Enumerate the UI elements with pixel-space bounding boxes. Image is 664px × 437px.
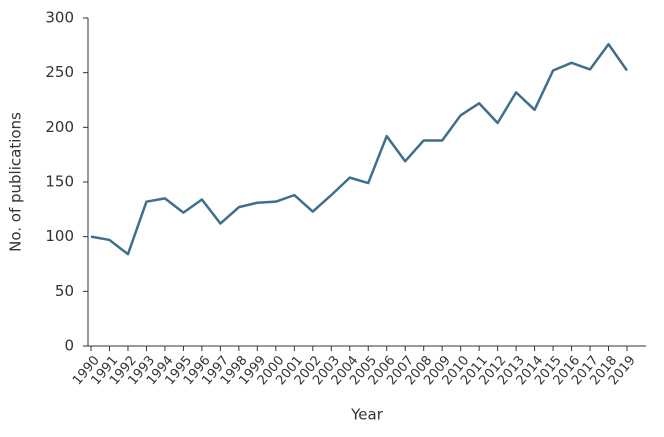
y-tick-label: 300 [45,9,74,27]
y-tick-label: 200 [45,118,74,136]
x-axis-label: Year [350,406,384,424]
data-line [90,42,629,256]
y-tick-label: 0 [64,337,74,355]
y-tick-label: 150 [45,173,74,191]
y-tick-label: 250 [45,63,74,81]
y-tick-label: 100 [45,227,74,245]
y-tick-label: 50 [55,282,74,300]
y-axis-label: No. of publications [7,112,25,252]
